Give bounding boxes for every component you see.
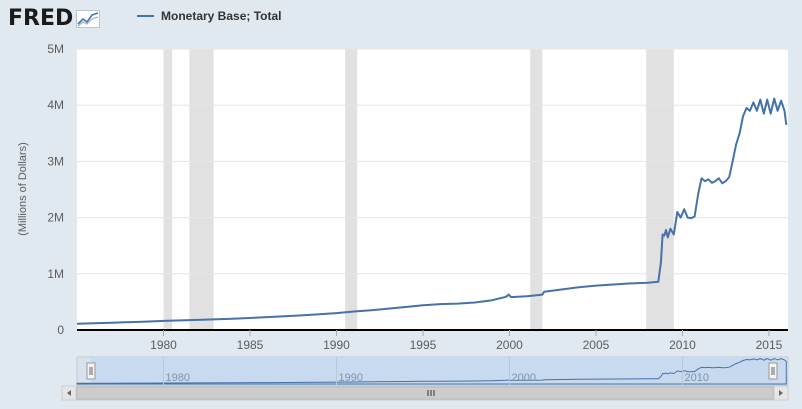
navigator-tick-label: 1980: [165, 372, 189, 384]
x-tick-label: 2000: [496, 338, 523, 352]
arrow-left-icon: [67, 390, 71, 396]
x-tick-label: 2010: [669, 338, 696, 352]
navigator-series: [76, 357, 787, 385]
navigator-tick-label: 2010: [684, 372, 708, 384]
recession-band: [646, 49, 674, 330]
chart-header: FRED Monetary Base; Total: [0, 0, 802, 40]
x-tick-label: 1990: [323, 338, 350, 352]
grid-lines: [77, 48, 788, 275]
series-line: [76, 97, 788, 325]
y-axis-title: (Millions of Dollars): [17, 142, 29, 236]
x-tick-label: 2005: [583, 338, 610, 352]
legend-series-swatch: [137, 15, 154, 17]
range-navigator[interactable]: 1980 1990 2000 2010: [76, 356, 789, 386]
series-layer: [76, 97, 788, 325]
y-tick-label: 4M: [47, 98, 64, 112]
line-chart-icon: [76, 10, 101, 28]
y-tick-label: 0: [57, 323, 64, 337]
y-tick-label: 5M: [47, 42, 64, 56]
chart-legend[interactable]: Monetary Base; Total: [137, 9, 281, 23]
y-tick-label: 1M: [47, 267, 64, 281]
recession-band: [163, 49, 173, 330]
recession-band: [345, 49, 358, 330]
x-tick-label: 1995: [410, 338, 437, 352]
fred-logo-text: FRED: [8, 5, 74, 31]
scrollbar-right-button[interactable]: [773, 385, 789, 401]
x-axis-ticks: 1980 1985 1990 1995 2000 2005 2010 2015: [150, 330, 783, 352]
plot-area: [77, 49, 788, 330]
navigator-tick-label: 1990: [338, 372, 362, 384]
x-tick-label: 1980: [150, 338, 177, 352]
x-tick-label: 1985: [237, 338, 264, 352]
navigator-tick-label: 2000: [511, 372, 535, 384]
scrollbar-thumb[interactable]: [76, 386, 774, 400]
scrollbar-left-button[interactable]: [61, 385, 77, 401]
navigator-handle-right[interactable]: [768, 362, 778, 380]
y-axis-ticks: 0 1M 2M 3M 4M 5M: [47, 42, 64, 337]
y-tick-label: 3M: [47, 154, 64, 168]
arrow-right-icon: [779, 390, 783, 396]
y-tick-label: 2M: [47, 211, 64, 225]
recession-band: [189, 49, 214, 330]
navigator-ticks: 1980 1990 2000 2010: [162, 357, 709, 385]
scrollbar[interactable]: [61, 385, 789, 401]
navigator-series-area: [76, 357, 787, 385]
legend-series-label: Monetary Base; Total: [161, 9, 282, 23]
recession-band: [530, 49, 543, 330]
grip-lines-icon: [427, 390, 435, 396]
fred-logo[interactable]: FRED: [8, 4, 101, 32]
navigator-handle-left[interactable]: [86, 362, 96, 380]
x-tick-label: 2015: [756, 338, 783, 352]
